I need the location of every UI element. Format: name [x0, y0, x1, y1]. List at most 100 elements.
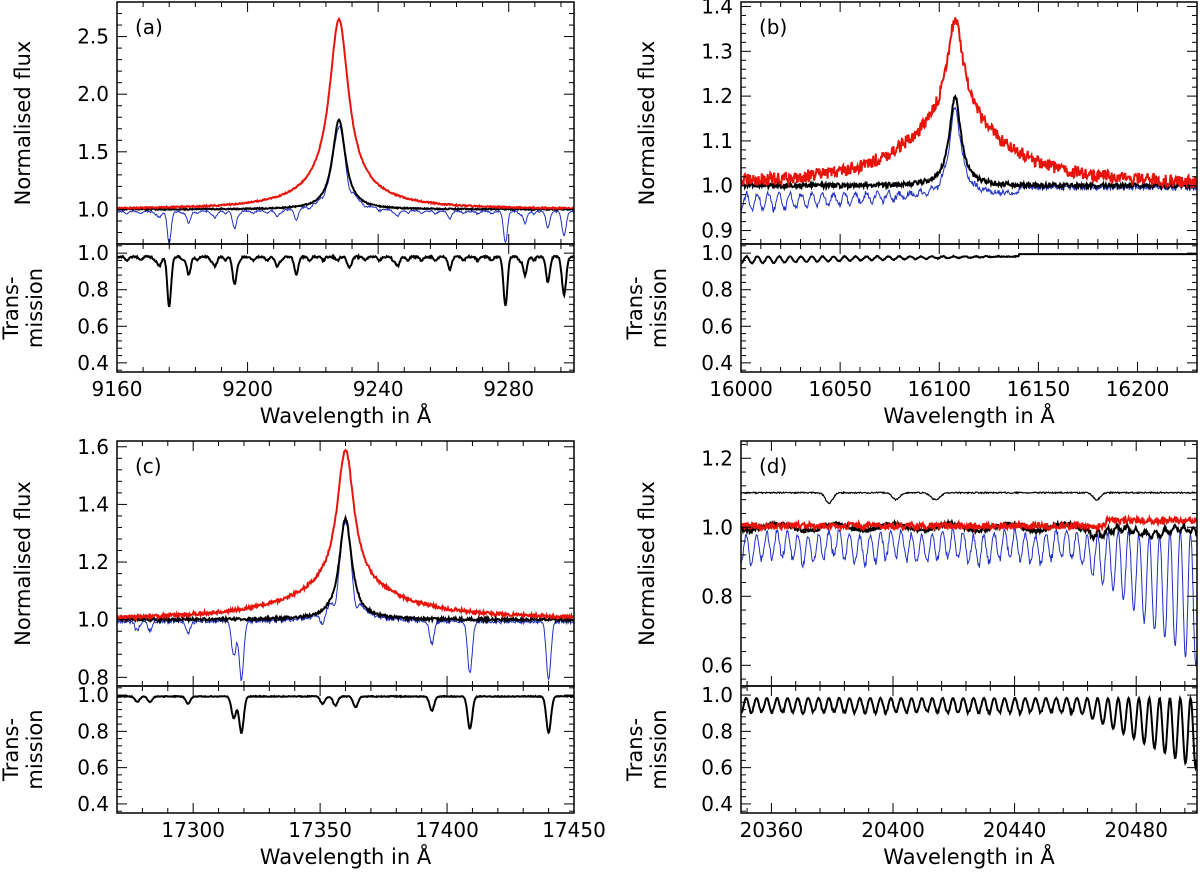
x-axis-title: Wavelength in Å — [883, 843, 1055, 869]
y-tick-label: 2.5 — [77, 25, 109, 49]
flux-frame — [116, 440, 575, 687]
x-tick-label: 16000 — [709, 377, 773, 401]
x-tick-label: 9240 — [353, 377, 404, 401]
y-tick-label: 1.5 — [77, 140, 109, 164]
y-tick-label: 1.4 — [701, 0, 733, 18]
y-tick-label: 0.6 — [701, 756, 733, 780]
y-tick-label: 0.6 — [77, 756, 109, 780]
panel-c: 17300 17350 17400 174500.81.01.21.41.60.40.… — [0, 435, 606, 869]
panel-b: 16000 16050 16100 16150 162000.91.01.11.21.3… — [623, 0, 1198, 428]
y-tick-label: 1.0 — [77, 197, 109, 221]
series-line-black — [741, 518, 1197, 543]
y-axis-title-trans-line2: mission — [647, 268, 671, 348]
y-tick-label: 0.6 — [77, 314, 109, 338]
panel-label: (d) — [759, 454, 787, 478]
x-tick-label: 20360 — [740, 818, 804, 842]
x-axis-title: Wavelength in Å — [260, 843, 432, 869]
panel-d: 20360 20400 20440 20480 0.6 0.8 1.0 1.2 0.4 0.6 0.… — [623, 440, 1198, 869]
y-tick-label: 0.4 — [77, 351, 109, 375]
panel-label: (a) — [135, 15, 163, 39]
flux-frame — [740, 1, 1198, 245]
panel-label: (b) — [759, 15, 787, 39]
x-tick-label: 20440 — [983, 818, 1047, 842]
y-tick-label: 0.6 — [701, 314, 733, 338]
x-tick-label: 16150 — [1007, 377, 1071, 401]
series-line-black — [117, 118, 574, 212]
y-axis-title-trans-line1: Trans- — [623, 276, 647, 340]
y-tick-label: 0.8 — [77, 719, 109, 743]
series-line-transmission — [117, 252, 574, 308]
series-line-offset-reference — [741, 490, 1197, 505]
series-line-blue — [741, 526, 1197, 667]
x-tick-label: 16050 — [808, 377, 872, 401]
series-line-blue — [117, 520, 574, 682]
x-tick-label: 16100 — [907, 377, 971, 401]
x-tick-label: 17400 — [415, 818, 479, 842]
y-axis-title-flux: Normalised flux — [635, 41, 659, 206]
y-tick-label: 0.8 — [77, 665, 109, 689]
y-tick-label: 1.2 — [701, 446, 733, 470]
series-line-transmission — [741, 253, 1197, 265]
y-tick-label: 0.4 — [701, 351, 733, 375]
y-tick-label: 1.0 — [701, 683, 733, 707]
transmission-frame — [740, 685, 1198, 814]
y-tick-label: 1.6 — [77, 435, 109, 459]
series-line-transmission — [117, 694, 574, 735]
x-tick-label: 16200 — [1106, 377, 1170, 401]
y-axis-title-flux: Normalised flux — [635, 481, 659, 646]
series-line-red — [741, 513, 1197, 533]
y-tick-label: 2.0 — [77, 82, 109, 106]
transmission-frame — [740, 243, 1198, 373]
flux-frame — [740, 440, 1198, 687]
y-axis-title-flux: Normalised flux — [11, 41, 35, 206]
series-line-red — [117, 448, 574, 622]
y-axis-title-trans-line1: Trans- — [623, 718, 647, 782]
y-tick-label: 0.8 — [77, 278, 109, 302]
y-tick-label: 1.0 — [77, 683, 109, 707]
y-tick-label: 1.1 — [701, 129, 733, 153]
panel-label: (c) — [135, 454, 162, 478]
panel-a: 9160 9200 9240 9280 1.0 1.5 2.0 2.5 0.4 0.6 0.8 1.0… — [0, 1, 575, 428]
x-tick-label: 17300 — [161, 818, 225, 842]
y-tick-label: 0.8 — [701, 719, 733, 743]
y-tick-label: 0.4 — [701, 792, 733, 816]
y-tick-label: 1.0 — [701, 515, 733, 539]
series-line-transmission — [741, 694, 1197, 772]
series-line-blue — [117, 125, 574, 244]
x-tick-label: 20400 — [861, 818, 925, 842]
x-tick-label: 9280 — [483, 377, 534, 401]
x-tick-label: 9160 — [92, 377, 143, 401]
x-tick-label: 17450 — [542, 818, 606, 842]
x-axis-title: Wavelength in Å — [260, 402, 432, 428]
series-line-black — [117, 514, 574, 625]
series-line-blue — [741, 106, 1197, 214]
y-axis-title-trans-line2: mission — [23, 268, 47, 348]
y-axis-title-trans-line1: Trans- — [0, 718, 23, 782]
y-tick-label: 1.4 — [77, 492, 109, 516]
y-tick-label: 1.3 — [701, 39, 733, 63]
series-line-red — [117, 16, 574, 211]
y-axis-title-flux: Normalised flux — [11, 481, 35, 646]
y-tick-label: 0.4 — [77, 792, 109, 816]
y-tick-label: 0.6 — [701, 653, 733, 677]
x-tick-label: 20480 — [1104, 818, 1168, 842]
y-tick-label: 1.2 — [701, 84, 733, 108]
y-tick-label: 0.8 — [701, 584, 733, 608]
series-line-red — [741, 17, 1197, 190]
series-line-black — [741, 94, 1197, 192]
y-tick-label: 1.2 — [77, 550, 109, 574]
x-tick-label: 17350 — [288, 818, 352, 842]
y-tick-label: 1.0 — [701, 174, 733, 198]
y-axis-title-trans-line1: Trans- — [0, 276, 23, 340]
transmission-frame — [116, 685, 575, 814]
y-tick-label: 1.0 — [77, 608, 109, 632]
y-tick-label: 0.9 — [701, 219, 733, 243]
y-axis-title-trans-line2: mission — [23, 709, 47, 789]
y-axis-title-trans-line2: mission — [647, 709, 671, 789]
y-tick-label: 1.0 — [701, 241, 733, 265]
x-tick-label: 9200 — [222, 377, 273, 401]
x-axis-title: Wavelength in Å — [883, 402, 1055, 428]
y-tick-label: 0.8 — [701, 278, 733, 302]
y-tick-label: 1.0 — [77, 241, 109, 265]
